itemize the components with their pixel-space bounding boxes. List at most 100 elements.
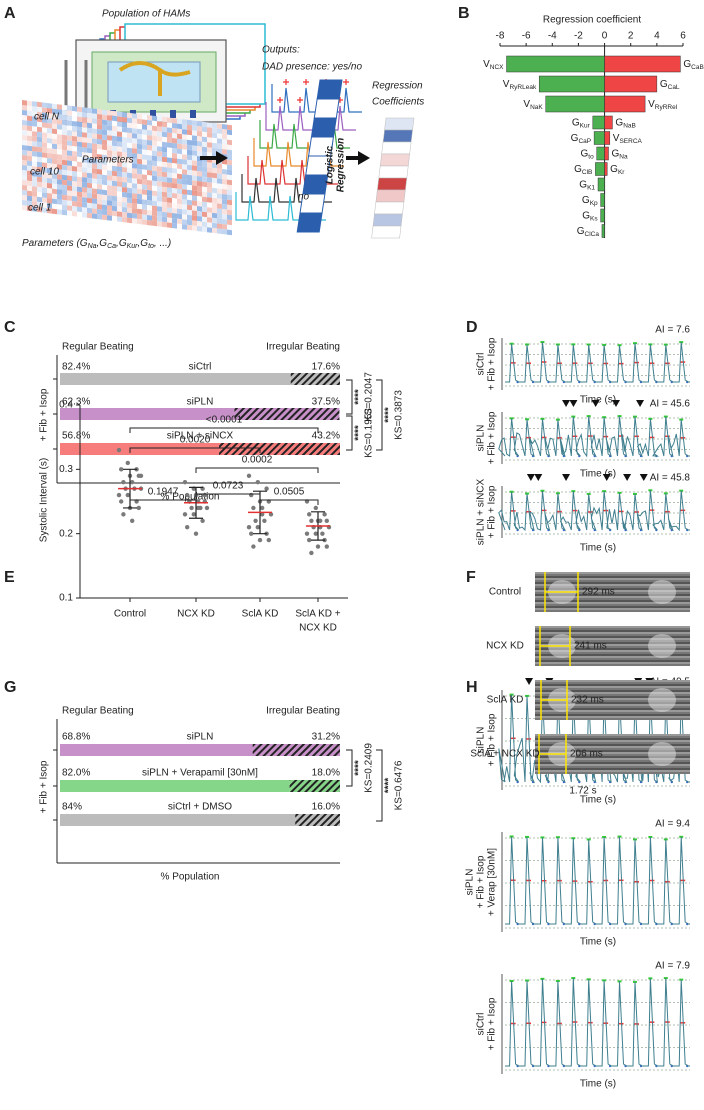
heatmap-cell: [197, 146, 202, 152]
bar-label-main: G: [615, 117, 623, 128]
heatmap-cell: [47, 148, 52, 154]
heatmap-cell: [42, 157, 47, 164]
bar-label-sub: Kur: [580, 122, 591, 129]
heatmap-cell: [202, 191, 207, 198]
heatmap-cell: [122, 132, 127, 138]
heatmap-cell: [172, 158, 177, 164]
bar-label-main: G: [582, 195, 590, 206]
heatmap-cell: [97, 134, 102, 140]
heatmap-cell: [192, 220, 197, 227]
heatmap-cell: [142, 169, 147, 176]
heatmap-cell: [92, 203, 97, 210]
heatmap-cell: [197, 191, 202, 197]
heatmap-cell: [62, 134, 67, 141]
heatmap-cell: [172, 183, 177, 189]
heatmap-cell: [147, 160, 152, 166]
comparison-bracket: [195, 493, 261, 499]
heatmap-cell: [127, 157, 132, 164]
heatmap-cell: [122, 122, 127, 128]
x-tick-label: 6: [680, 31, 686, 42]
heatmap-cell: [167, 147, 172, 154]
output-cell: [310, 117, 337, 138]
heatmap-cell: [162, 221, 167, 228]
heatmap-cell: [167, 137, 172, 144]
heatmap-cell: [147, 195, 152, 201]
output-column: [296, 79, 343, 233]
heatmap-cell: [187, 149, 192, 156]
output-cell: [313, 98, 340, 119]
heatmap-cell: [47, 193, 52, 199]
heatmap-cell: [42, 102, 47, 109]
heatmap-cell: [122, 152, 127, 158]
heatmap-cell: [122, 217, 127, 223]
bar: [538, 75, 605, 93]
heatmap-cell: [157, 126, 162, 132]
heatmap-cell: [127, 127, 132, 134]
heatmap-cell: [207, 132, 212, 138]
heatmap-cell: [52, 103, 57, 110]
trace-label: siPLN: [476, 727, 487, 754]
heatmap-cell: [87, 187, 92, 194]
x-tick-label: NCX KD: [177, 609, 215, 620]
heatmap-cell: [77, 211, 82, 218]
heatmap-cell: [117, 186, 122, 193]
data-point: [257, 537, 263, 543]
heatmap-cell: [187, 144, 192, 151]
heatmap-cell: [102, 174, 107, 181]
heatmap-cell: [97, 144, 102, 150]
value-label: 43.2%: [312, 431, 340, 442]
bar-segment: [60, 780, 290, 792]
heatmap-cell: [102, 169, 107, 176]
heatmap-cell: [22, 205, 27, 211]
heatmap-cell: [77, 206, 82, 213]
heatmap-cell: [142, 139, 147, 146]
heatmap-cell: [27, 155, 32, 162]
heatmap-cell: [222, 229, 227, 235]
bar-label-sub: NaB: [623, 122, 636, 129]
heatmap-cell: [92, 193, 97, 200]
heatmap-cell: [217, 168, 222, 175]
bar-label-main: V: [483, 59, 490, 70]
heatmap-cell: [197, 131, 202, 137]
heatmap-cell: [122, 137, 127, 143]
heatmap-cell: [52, 208, 57, 215]
heatmap-cell: [97, 194, 102, 200]
coefficients-label: Regression: [372, 81, 423, 92]
heatmap-cell: [127, 217, 132, 224]
data-point: [266, 537, 271, 543]
heatmap-cell: [202, 226, 207, 233]
heatmap-cell: [162, 161, 167, 168]
heatmap-cell: [142, 164, 147, 171]
heatmap-cell: [197, 216, 202, 222]
logistic-label: Logistic: [325, 145, 336, 184]
heatmap-cell: [167, 192, 172, 199]
heatmap-cell: [117, 216, 122, 223]
bar-label: GNa: [611, 148, 627, 160]
value-label: 84%: [62, 802, 82, 813]
heatmap-cell: [37, 111, 42, 118]
heatmap-cell: [142, 189, 147, 196]
heatmap-cell: [227, 139, 232, 146]
heatmap-cell: [127, 197, 132, 204]
heatmap-cell: [37, 121, 42, 128]
heatmap-cell: [167, 217, 172, 224]
value-label: 82.0%: [62, 768, 90, 779]
bar: [593, 131, 605, 145]
duration-label: 241 ms: [574, 641, 607, 652]
heatmap-cell: [52, 133, 57, 140]
heatmap-cell: [47, 113, 52, 119]
heatmap-cell: [142, 124, 147, 131]
heatmap-cell: [67, 120, 72, 127]
heatmap-cell: [37, 206, 42, 213]
heatmap-cell: [122, 147, 127, 153]
channel: [190, 110, 196, 118]
heatmap-cell: [117, 131, 122, 138]
heatmap-cell: [72, 126, 77, 132]
heatmap-cell: [167, 202, 172, 209]
coefficient-cell: [371, 225, 402, 239]
heatmap-cell: [222, 209, 227, 215]
arrow-head: [358, 151, 370, 165]
bar-label: GNaB: [615, 117, 635, 129]
heatmap-cell: [32, 201, 37, 207]
heatmap-cell: [207, 197, 212, 203]
